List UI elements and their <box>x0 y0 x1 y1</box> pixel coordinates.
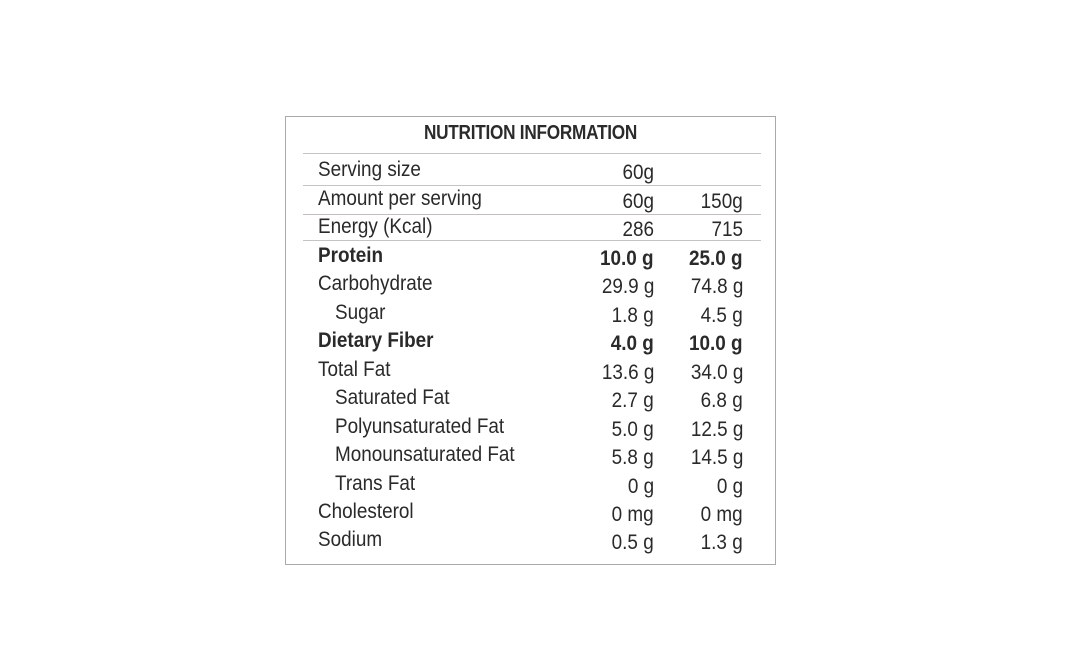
row-value-60g: 0.5 g <box>611 531 654 554</box>
row-polyunsaturated-fat: Polyunsaturated Fat 5.0 g 12.5 g <box>286 413 775 441</box>
row-sodium: Sodium 0.5 g 1.3 g <box>286 526 775 554</box>
row-label: Serving size <box>318 158 421 181</box>
row-dietary-fiber: Dietary Fiber 4.0 g 10.0 g <box>286 327 775 355</box>
row-protein: Protein 10.0 g 25.0 g <box>286 242 775 270</box>
row-value-150g: 4.5 g <box>700 304 743 327</box>
row-value-60g: 286 <box>622 218 654 241</box>
row-value-150g: 25.0 g <box>689 247 743 270</box>
row-label: Energy (Kcal) <box>318 215 433 238</box>
nutrition-panel: NUTRITION INFORMATION Serving size 60g A… <box>285 116 776 565</box>
row-monounsaturated-fat: Monounsaturated Fat 5.8 g 14.5 g <box>286 441 775 469</box>
row-value-60g: 0 g <box>627 475 654 498</box>
row-label: Protein <box>318 244 384 267</box>
row-energy: Energy (Kcal) 286 715 <box>286 213 775 241</box>
row-value-150g: 1.3 g <box>700 531 743 554</box>
row-value-150g: 34.0 g <box>690 361 743 384</box>
row-label: Cholesterol <box>318 500 414 523</box>
row-value-60g: 13.6 g <box>601 361 654 384</box>
divider <box>303 153 761 154</box>
row-value-150g: 715 <box>711 218 743 241</box>
row-label: Amount per serving <box>318 187 482 210</box>
row-value-60g: 5.8 g <box>611 446 654 469</box>
row-value-150g: 10.0 g <box>689 332 743 355</box>
row-value-60g: 0 mg <box>611 503 654 526</box>
row-value-60g: 1.8 g <box>611 304 654 327</box>
row-cholesterol: Cholesterol 0 mg 0 mg <box>286 498 775 526</box>
row-value-150g: 0 g <box>716 475 743 498</box>
row-value-150g: 14.5 g <box>690 446 743 469</box>
row-value-60g: 60g <box>622 190 654 213</box>
row-value-60g: 2.7 g <box>611 389 654 412</box>
row-sugar: Sugar 1.8 g 4.5 g <box>286 299 775 327</box>
row-value-150g: 12.5 g <box>690 418 743 441</box>
row-label: Sodium <box>318 528 383 551</box>
divider <box>303 214 761 215</box>
row-value-150g: 74.8 g <box>690 275 743 298</box>
row-label: Trans Fat <box>335 472 416 495</box>
row-value-60g: 10.0 g <box>600 247 654 270</box>
row-value-60g: 4.0 g <box>610 332 654 355</box>
row-serving-size: Serving size 60g <box>286 156 775 184</box>
row-label: Dietary Fiber <box>318 329 434 352</box>
row-label: Sugar <box>335 301 386 324</box>
row-carbohydrate: Carbohydrate 29.9 g 74.8 g <box>286 270 775 298</box>
row-label: Monounsaturated Fat <box>335 443 515 466</box>
row-label: Polyunsaturated Fat <box>335 415 505 438</box>
row-trans-fat: Trans Fat 0 g 0 g <box>286 470 775 498</box>
row-label: Saturated Fat <box>335 386 450 409</box>
row-value-60g: 29.9 g <box>601 275 654 298</box>
row-value-60g: 5.0 g <box>611 418 654 441</box>
divider <box>303 185 761 186</box>
row-value-150g: 150g <box>700 190 743 213</box>
row-label: Total Fat <box>318 358 391 381</box>
divider <box>303 240 761 241</box>
panel-title: NUTRITION INFORMATION <box>423 122 638 144</box>
row-value-150g: 6.8 g <box>700 389 743 412</box>
row-saturated-fat: Saturated Fat 2.7 g 6.8 g <box>286 384 775 412</box>
row-value-150g: 0 mg <box>700 503 743 526</box>
row-value-60g: 60g <box>622 161 654 184</box>
row-total-fat: Total Fat 13.6 g 34.0 g <box>286 356 775 384</box>
row-label: Carbohydrate <box>318 272 433 295</box>
row-amount-per-serving: Amount per serving 60g 150g <box>286 185 775 213</box>
